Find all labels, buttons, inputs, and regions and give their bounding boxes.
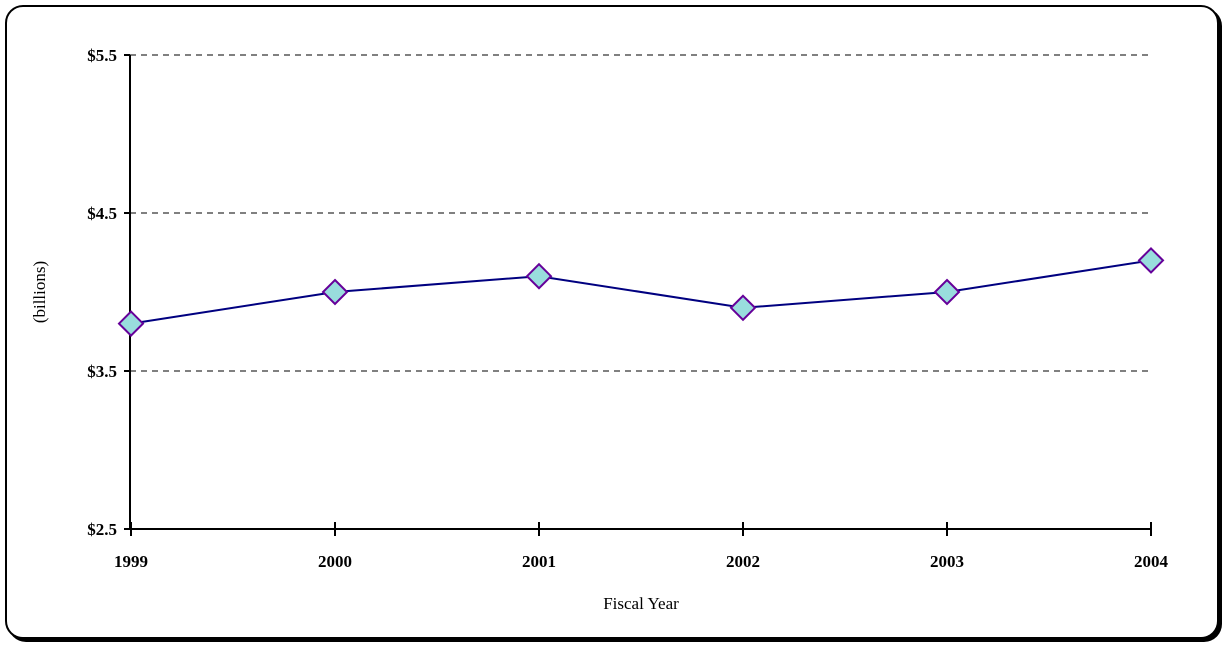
series-layer — [117, 246, 1165, 338]
y-tick-label: $3.5 — [87, 362, 117, 381]
x-axis-title: Fiscal Year — [603, 594, 679, 613]
y-tick-label: $2.5 — [87, 520, 117, 539]
data-point — [933, 278, 961, 306]
x-tick-labels: 1999 2000 2001 2002 2003 2004 — [114, 552, 1169, 571]
x-tick-label: 2002 — [726, 552, 760, 571]
y-axis-title: (billions) — [30, 261, 49, 323]
axes — [124, 54, 1152, 536]
y-tick-labels: $2.5 $3.5 $4.5 $5.5 — [87, 46, 117, 539]
y-tick-label: $4.5 — [87, 204, 117, 223]
data-point — [117, 310, 145, 338]
series-line — [130, 259, 1152, 325]
x-tick-label: 2003 — [930, 552, 964, 571]
x-tick-label: 2001 — [522, 552, 556, 571]
x-tick-label: 2000 — [318, 552, 352, 571]
data-point — [729, 294, 757, 322]
data-point — [525, 262, 553, 290]
chart-frame — [5, 5, 1219, 639]
x-tick-label: 1999 — [114, 552, 148, 571]
x-tick-label: 2004 — [1134, 552, 1169, 571]
y-tick-label: $5.5 — [87, 46, 117, 65]
data-point — [321, 278, 349, 306]
gridlines — [130, 54, 1151, 372]
data-point — [1137, 246, 1165, 274]
